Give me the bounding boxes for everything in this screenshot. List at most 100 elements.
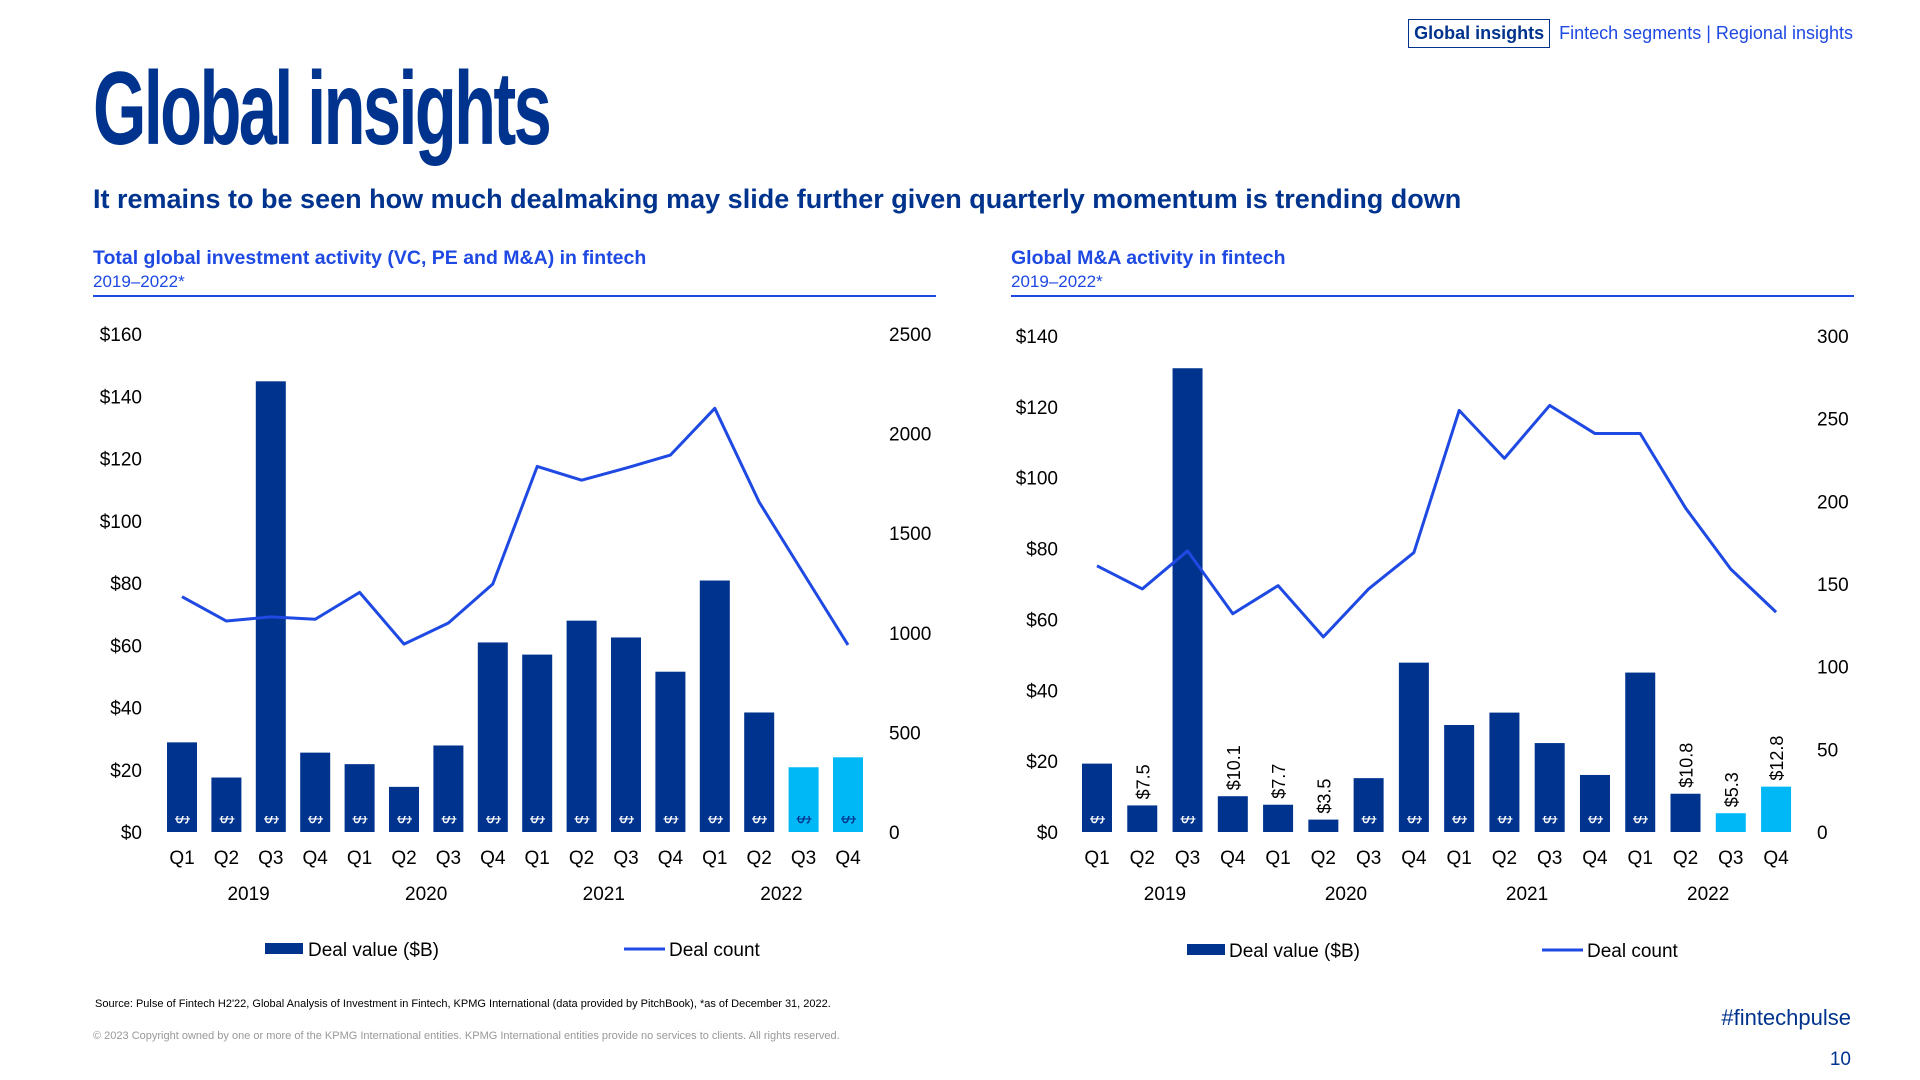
x-axis-quarter-label: Q2 [1130,848,1155,869]
right-axis-tick-label: 50 [1817,740,1838,761]
bar-deal-value [566,620,597,832]
nav-separator: | [1706,23,1711,43]
bar-deal-value [1444,725,1475,832]
bar-data-label: $3.5 [1314,779,1334,814]
nav-global-insights[interactable]: Global insights [1408,19,1551,48]
bar-deal-value [1398,662,1429,832]
x-axis-quarter-label: Q2 [747,848,772,869]
left-axis-tick-label: $80 [110,574,142,595]
x-axis-quarter-label: Q3 [1175,848,1200,869]
bar-deal-value [211,777,242,832]
bar-data-label: $67.9 [573,779,593,824]
x-axis-quarter-label: Q1 [1446,848,1471,869]
right-axis-tick-label: 100 [1817,658,1849,679]
x-axis-quarter-label: Q2 [569,848,594,869]
left-axis-tick-label: $60 [1026,610,1058,631]
x-axis-quarter-label: Q1 [525,848,550,869]
bar-deal-value [522,654,553,832]
bar-deal-value [1127,805,1158,832]
bar-data-label: $5.3 [1722,772,1742,807]
nav-regional-insights[interactable]: Regional insights [1715,23,1853,43]
bar-data-label: $28.8 [173,779,193,824]
bar-data-label: $57.0 [528,779,548,824]
bar-deal-value [300,752,331,832]
bar-data-label: $7.5 [1133,764,1153,799]
bar-deal-value [1308,819,1339,832]
bar-data-label: $12.8 [1767,736,1787,781]
bar-data-label: $14 [395,794,415,824]
x-axis-quarter-label: Q3 [791,848,816,869]
x-axis-quarter-label: Q1 [1265,848,1290,869]
hashtag: #fintechpulse [1721,1005,1851,1030]
bar-deal-value [1217,796,1248,832]
x-axis-year-label: 2022 [760,884,802,905]
bar-data-label: $16.1 [1586,779,1606,824]
bar-deal-value [1534,743,1565,832]
x-axis-quarter-label: Q2 [1673,848,1698,869]
bar-data-label: $17. [217,789,237,824]
line-deal-count [181,406,850,646]
bar-data-label: $24.0 [839,779,859,824]
bar-deal-value [1715,813,1746,832]
left-axis-tick-label: $0 [1037,823,1058,844]
left-axis-tick-label: $80 [1026,540,1058,561]
bar-data-label: $25.5 [306,779,326,824]
page-number: 10 [1829,1049,1851,1070]
left-axis-tick-label: $100 [100,512,142,533]
x-axis-quarter-label: Q3 [436,848,461,869]
bar-data-label: $25.1 [1541,779,1561,824]
bar-deal-value [255,381,286,832]
x-axis-quarter-label: Q4 [658,848,684,869]
left-axis-tick-label: $40 [110,699,142,720]
x-axis-year-label: 2022 [1687,884,1729,905]
legend-label-deal-value: Deal value ($B) [1229,941,1360,962]
left-axis-tick-label: $120 [100,450,142,471]
chart-1-title: Total global investment activity (VC, PE… [93,247,647,269]
x-axis-quarter-label: Q2 [391,848,416,869]
x-axis-quarter-label: Q4 [1763,848,1789,869]
x-axis-year-label: 2021 [583,884,625,905]
bar-data-label: $15. [1360,789,1380,824]
bar-data-label: $20.8 [795,779,815,824]
left-axis-tick-label: $20 [1026,752,1058,773]
x-axis-quarter-label: Q1 [702,848,727,869]
x-axis-quarter-label: Q4 [1401,848,1427,869]
x-axis-quarter-label: Q3 [613,848,638,869]
legend-swatch-deal-value [1187,944,1225,955]
x-axis-quarter-label: Q2 [214,848,239,869]
chart-1-subtitle: 2019–2022* [93,272,185,291]
right-axis-tick-label: 0 [1817,823,1828,844]
right-axis-tick-label: 1500 [889,524,931,545]
bar-deal-value [655,671,686,832]
nav-fintech-segments[interactable]: Fintech segments [1559,23,1702,43]
left-axis-tick-label: $60 [110,636,142,657]
bar-data-label: $47.8 [1405,779,1425,824]
page-title: Global insights [93,51,552,167]
bar-deal-value [167,742,197,832]
left-axis-tick-label: $140 [100,387,142,408]
bar-deal-value [1082,763,1112,832]
source-note: Source: Pulse of Fintech H2'22, Global A… [95,998,831,1010]
bar-deal-value [1625,672,1656,832]
left-axis-tick-label: $0 [121,823,142,844]
chart-2-subtitle: 2019–2022* [1011,272,1103,291]
left-axis-tick-label: $100 [1016,469,1058,490]
bar-deal-value [611,637,641,832]
bar-deal-value [1761,786,1792,832]
right-axis-tick-label: 250 [1817,410,1849,431]
x-axis-quarter-label: Q1 [1084,848,1109,869]
bar-deal-value [344,764,375,832]
bar-deal-value [833,757,863,832]
right-axis-tick-label: 500 [889,723,921,744]
bar-deal-value [744,712,775,832]
bar-data-label: $62.5 [617,779,637,824]
bar-deal-value [1263,804,1294,832]
bar-data-label: $33.7 [1495,779,1515,824]
right-axis-tick-label: 150 [1817,575,1849,596]
x-axis-quarter-label: Q3 [1718,848,1743,869]
bar-deal-value [1489,712,1520,832]
x-axis-quarter-label: Q4 [1582,848,1608,869]
x-axis-year-label: 2020 [1325,884,1367,905]
left-axis-tick-label: $160 [100,325,142,346]
bar-data-label: $130.9 [1179,769,1199,824]
